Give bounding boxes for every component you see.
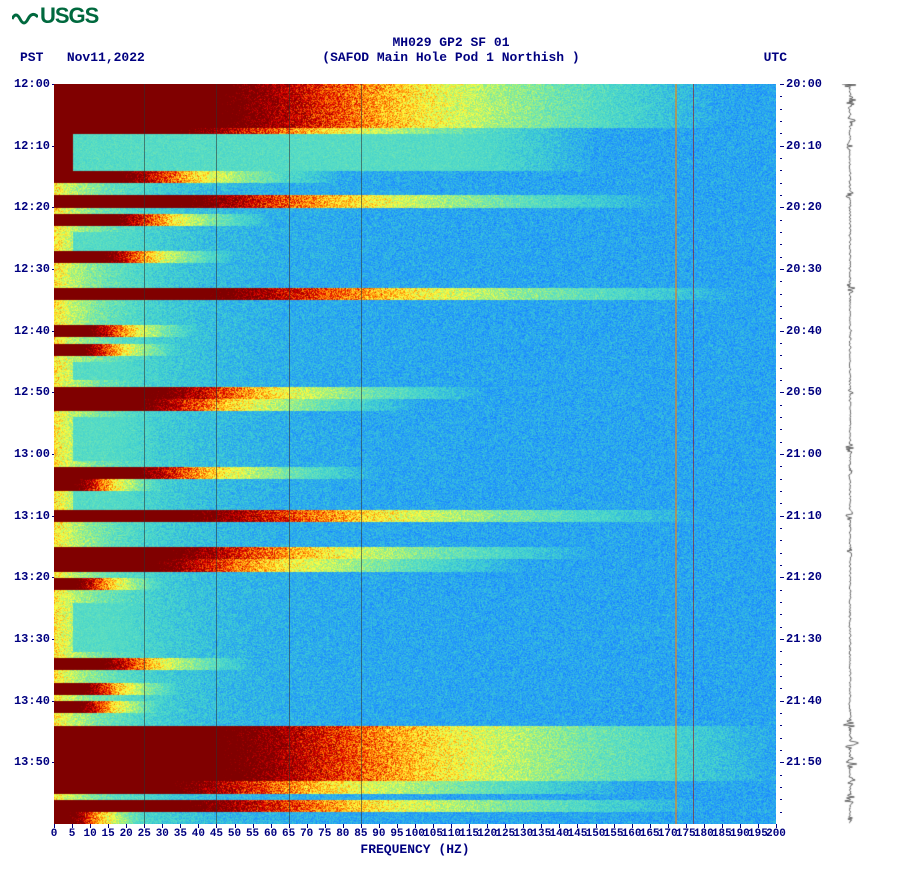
x-tick: 80 bbox=[336, 828, 349, 840]
left-tick: 12:50 bbox=[14, 385, 50, 399]
right-tick: 20:10 bbox=[786, 139, 822, 153]
frequency-axis-label: FREQUENCY (HZ) bbox=[54, 842, 776, 857]
x-tick: 100 bbox=[405, 828, 425, 840]
x-tick: 30 bbox=[156, 828, 169, 840]
x-tick: 200 bbox=[766, 828, 786, 840]
spectrogram-canvas bbox=[54, 84, 776, 824]
left-tick: 12:00 bbox=[14, 77, 50, 91]
x-tick: 180 bbox=[694, 828, 714, 840]
logo-text: USGS bbox=[40, 3, 98, 29]
x-tick: 170 bbox=[658, 828, 678, 840]
x-tick: 120 bbox=[477, 828, 497, 840]
x-tick: 0 bbox=[51, 828, 58, 840]
x-tick: 60 bbox=[264, 828, 277, 840]
left-tick: 13:10 bbox=[14, 509, 50, 523]
right-tick: 21:10 bbox=[786, 509, 822, 523]
x-tick: 65 bbox=[282, 828, 295, 840]
right-tick: 21:50 bbox=[786, 755, 822, 769]
x-tick: 175 bbox=[676, 828, 696, 840]
x-tick: 45 bbox=[210, 828, 223, 840]
left-tick: 12:30 bbox=[14, 262, 50, 276]
x-tick: 105 bbox=[423, 828, 443, 840]
x-tick: 85 bbox=[354, 828, 367, 840]
x-tick: 125 bbox=[495, 828, 515, 840]
x-tick: 110 bbox=[441, 828, 461, 840]
x-tick: 115 bbox=[459, 828, 479, 840]
x-tick: 55 bbox=[246, 828, 259, 840]
x-tick: 15 bbox=[102, 828, 115, 840]
left-tick: 13:20 bbox=[14, 570, 50, 584]
side-seismic-trace bbox=[838, 84, 862, 824]
x-tick: 40 bbox=[192, 828, 205, 840]
x-tick: 50 bbox=[228, 828, 241, 840]
right-tick: 20:30 bbox=[786, 262, 822, 276]
left-tick: 13:30 bbox=[14, 632, 50, 646]
right-tick: 20:50 bbox=[786, 385, 822, 399]
date-left: Nov11,2022 bbox=[67, 50, 145, 65]
x-tick: 5 bbox=[69, 828, 76, 840]
right-tick: 21:30 bbox=[786, 632, 822, 646]
right-tick: 21:40 bbox=[786, 694, 822, 708]
left-tick: 12:20 bbox=[14, 200, 50, 214]
right-time-axis: 20:0020:1020:2020:3020:4020:5021:0021:10… bbox=[780, 84, 830, 824]
right-tick: 20:40 bbox=[786, 324, 822, 338]
right-tick: 21:00 bbox=[786, 447, 822, 461]
usgs-logo: USGS bbox=[12, 3, 98, 29]
tz-left: PST bbox=[20, 50, 43, 65]
x-tick: 35 bbox=[174, 828, 187, 840]
x-tick: 195 bbox=[748, 828, 768, 840]
x-tick: 90 bbox=[372, 828, 385, 840]
trace-canvas bbox=[838, 84, 862, 824]
left-time-axis: 12:0012:1012:2012:3012:4012:5013:0013:10… bbox=[8, 84, 52, 824]
x-tick: 130 bbox=[513, 828, 533, 840]
x-tick: 140 bbox=[549, 828, 569, 840]
x-tick: 10 bbox=[83, 828, 96, 840]
left-tick: 13:40 bbox=[14, 694, 50, 708]
x-tick: 155 bbox=[604, 828, 624, 840]
x-tick: 135 bbox=[531, 828, 551, 840]
spectrogram-plot bbox=[54, 84, 776, 824]
right-tick: 21:20 bbox=[786, 570, 822, 584]
right-timezone-label: UTC bbox=[764, 50, 787, 65]
plot-title: MH029 GP2 SF 01 bbox=[0, 35, 902, 50]
x-tick: 20 bbox=[120, 828, 133, 840]
x-tick: 165 bbox=[640, 828, 660, 840]
x-tick: 150 bbox=[586, 828, 606, 840]
left-tick: 13:00 bbox=[14, 447, 50, 461]
usgs-wave-icon bbox=[12, 5, 38, 27]
x-tick: 25 bbox=[138, 828, 151, 840]
left-tick: 13:50 bbox=[14, 755, 50, 769]
x-tick: 75 bbox=[318, 828, 331, 840]
x-tick: 145 bbox=[568, 828, 588, 840]
x-tick: 190 bbox=[730, 828, 750, 840]
x-tick: 70 bbox=[300, 828, 313, 840]
x-tick: 160 bbox=[622, 828, 642, 840]
left-tick: 12:40 bbox=[14, 324, 50, 338]
x-tick: 185 bbox=[712, 828, 732, 840]
right-tick: 20:20 bbox=[786, 200, 822, 214]
left-tick: 12:10 bbox=[14, 139, 50, 153]
right-tick: 20:00 bbox=[786, 77, 822, 91]
left-timezone-label: PST Nov11,2022 bbox=[20, 50, 145, 65]
x-tick: 95 bbox=[390, 828, 403, 840]
